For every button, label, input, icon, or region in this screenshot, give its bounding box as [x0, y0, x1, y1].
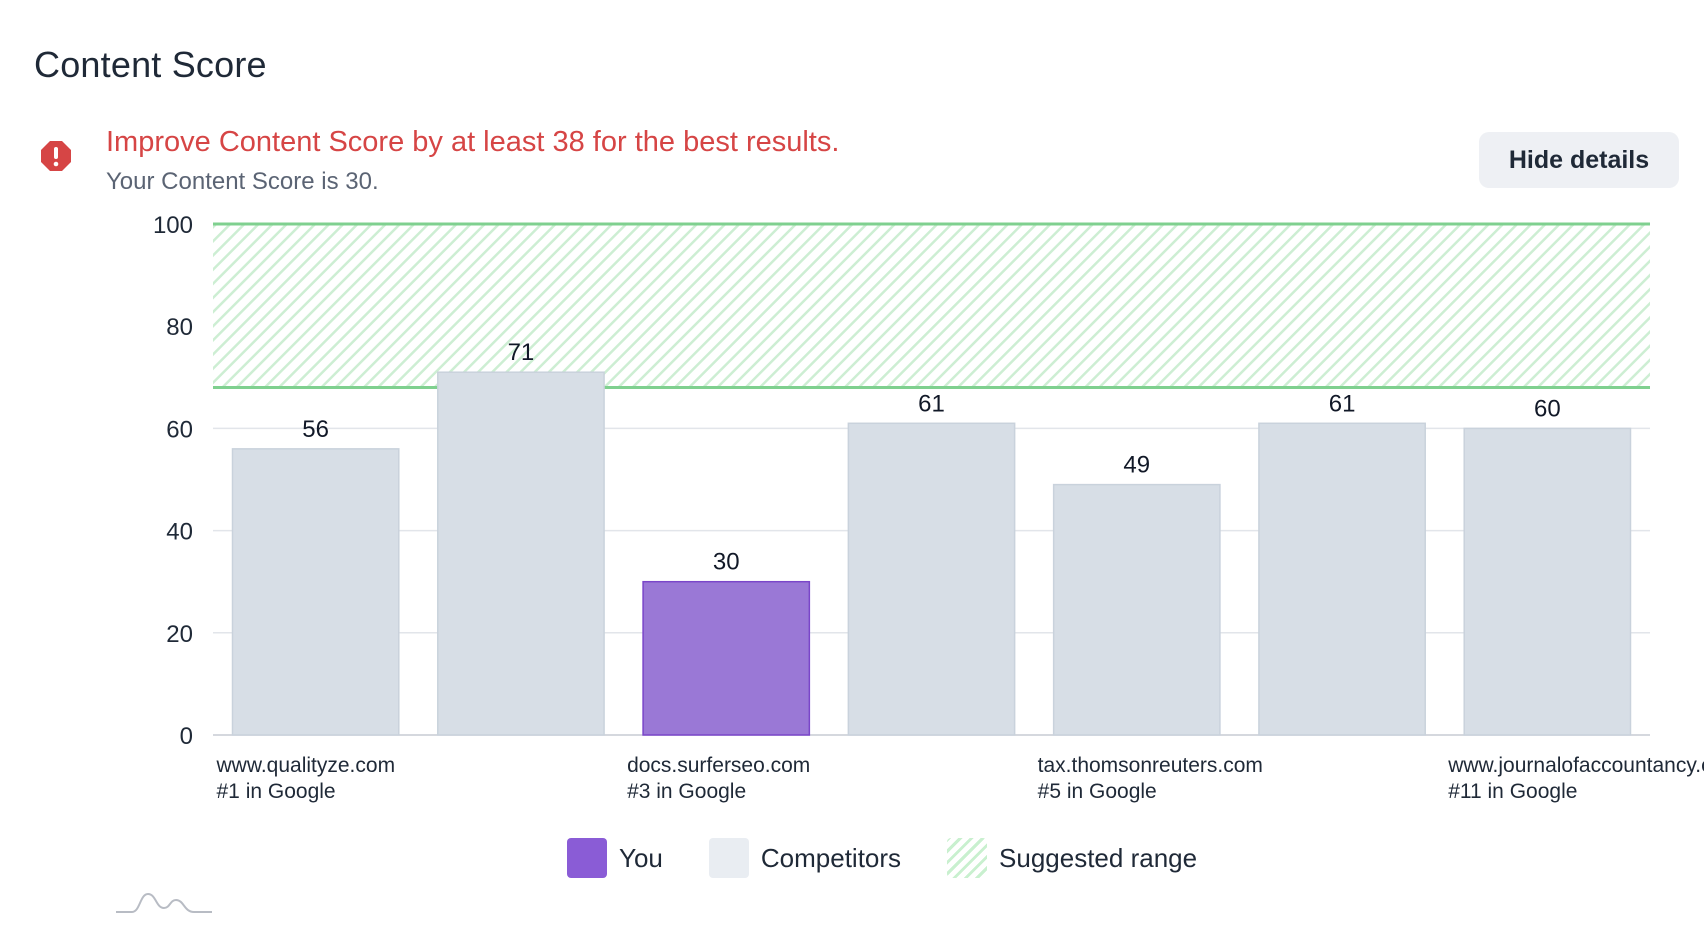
hide-details-button[interactable]: Hide details: [1479, 132, 1679, 188]
y-tick-label: 60: [166, 416, 193, 443]
legend-label-competitors: Competitors: [760, 842, 902, 873]
brand-logo-icon: [116, 892, 212, 913]
x-tick-rank-label: #5 in Google: [1038, 780, 1157, 803]
bar-value-label: 71: [508, 339, 535, 366]
suggested-range-band: [213, 224, 1650, 388]
bar-value-label: 60: [1534, 395, 1561, 422]
legend-swatch-competitors: [708, 838, 749, 878]
page-title: Content Score: [34, 44, 267, 85]
y-tick-label: 80: [166, 314, 193, 341]
y-tick-label: 40: [166, 519, 193, 546]
bar-competitor[interactable]: [847, 422, 1016, 736]
bar-value-label: 61: [918, 390, 945, 417]
bar-competitor[interactable]: [1463, 427, 1632, 736]
x-tick-rank-label: #3 in Google: [627, 780, 746, 803]
y-tick-label: 20: [166, 621, 193, 648]
legend-swatch-suggested-range: [947, 838, 988, 878]
alert-message: Improve Content Score by at least 38 for…: [106, 126, 840, 158]
legend-swatch-you: [567, 838, 607, 878]
bar-competitor[interactable]: [1258, 422, 1426, 736]
bar-competitor[interactable]: [1052, 483, 1221, 736]
alert-icon: [41, 141, 71, 171]
bar-competitor[interactable]: [231, 448, 400, 736]
x-tick-site-label: www.journalofaccountancy.c: [1447, 754, 1704, 777]
legend-label-suggested-range: Suggested range: [999, 842, 1198, 873]
bar-you[interactable]: [642, 580, 811, 736]
chart-legend: You Competitors Suggested range: [567, 838, 1243, 878]
bar-value-label: 61: [1329, 390, 1356, 417]
legend-item-you: You: [567, 838, 663, 878]
bar-value-label: 30: [713, 549, 740, 576]
y-tick-label: 100: [153, 212, 193, 239]
bar-competitor[interactable]: [437, 371, 605, 736]
x-tick-site-label: docs.surferseo.com: [627, 754, 810, 777]
x-tick-site-label: www.qualityze.com: [216, 754, 396, 777]
legend-item-competitors: Competitors: [708, 838, 902, 878]
bar-value-label: 49: [1123, 452, 1150, 479]
legend-item-suggested-range: Suggested range: [947, 838, 1197, 878]
x-tick-rank-label: #1 in Google: [217, 780, 336, 803]
x-tick-site-label: tax.thomsonreuters.com: [1038, 754, 1263, 777]
legend-label-you: You: [619, 842, 663, 873]
y-tick-label: 0: [180, 723, 193, 750]
current-score-text: Your Content Score is 30.: [106, 168, 379, 195]
x-tick-rank-label: #11 in Google: [1448, 780, 1577, 803]
bar-value-label: 56: [302, 416, 329, 443]
